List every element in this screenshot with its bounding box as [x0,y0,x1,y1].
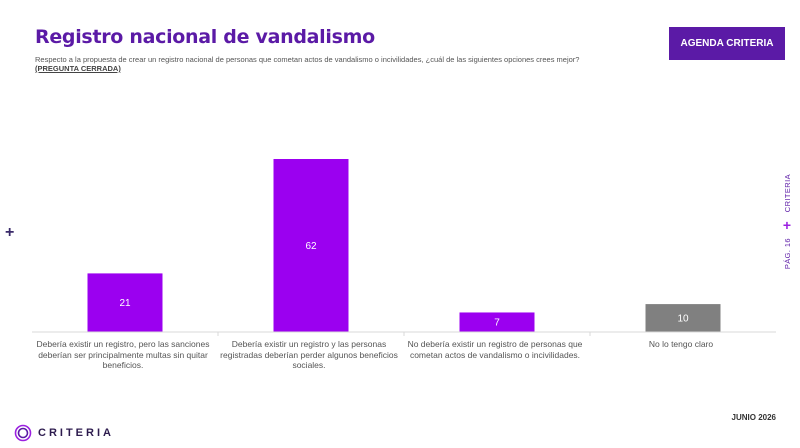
bar-value-label-4: 10 [677,314,689,325]
closed-question-tag: (PREGUNTA CERRADA) [35,64,121,73]
category-label-4: No lo tengo claro [648,339,714,349]
plus-icon: + [782,217,792,234]
category-label-3: No debería existir un registro de person… [407,339,583,360]
question-body: Respecto a la propuesta de crear un regi… [35,55,580,64]
bar-value-label-2: 62 [305,241,317,252]
category-label-2: Debería existir un registro y las person… [220,339,398,370]
criteria-logo-icon [14,424,32,442]
criteria-logo: CRITERIA [14,424,114,442]
logo-text: CRITERIA [38,427,114,439]
bar-3 [459,312,535,332]
agenda-criteria-button[interactable]: AGENDA CRITERIA [669,27,785,60]
category-label-1: Debería existir un registro, pero las sa… [36,339,210,370]
report-date: JUNIO 2026 [731,413,776,422]
plus-icon: + [5,224,15,241]
bar-4 [645,304,721,332]
page-title: Registro nacional de vandalismo [35,26,375,48]
question-text: Respecto a la propuesta de crear un regi… [35,55,595,73]
bar-value-label-1: 21 [119,298,131,309]
bar-2 [273,159,349,332]
bar-1 [87,273,163,332]
side-rail: CRITERIA + PÁG. 16 [780,174,794,290]
bar-value-label-3: 7 [494,318,500,329]
